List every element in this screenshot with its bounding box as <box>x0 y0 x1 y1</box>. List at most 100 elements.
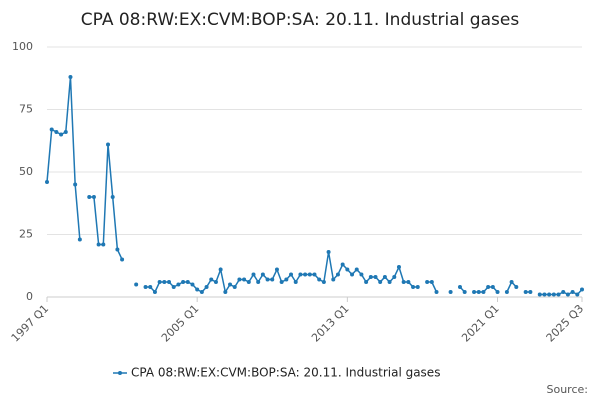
data-point <box>312 272 317 277</box>
data-point <box>556 292 561 297</box>
data-point <box>213 280 218 284</box>
data-point <box>218 267 223 272</box>
data-point <box>382 275 387 279</box>
data-point <box>504 290 509 294</box>
data-point <box>209 277 214 282</box>
data-point <box>190 282 195 287</box>
data-point <box>143 285 148 289</box>
data-point <box>232 285 237 289</box>
data-point <box>284 277 289 282</box>
data-point <box>476 290 481 294</box>
source: Source: <box>547 383 589 396</box>
data-point <box>378 280 383 284</box>
data-point <box>120 257 125 262</box>
data-point <box>199 290 204 294</box>
data-point <box>176 282 181 287</box>
data-point <box>547 292 552 297</box>
x-tick-label: 2025 Q3 <box>544 302 587 345</box>
data-point <box>242 277 247 282</box>
data-point <box>73 182 78 187</box>
data-point <box>354 267 359 272</box>
data-point <box>373 275 378 279</box>
data-point <box>425 280 430 284</box>
y-tick-label: 50 <box>19 165 33 178</box>
data-point <box>411 285 416 289</box>
data-point <box>307 272 312 277</box>
data-point <box>326 250 331 254</box>
data-point <box>514 285 519 289</box>
data-point <box>551 292 556 297</box>
data-point <box>251 272 256 277</box>
data-point <box>59 132 64 137</box>
data-point <box>223 290 228 294</box>
data-point <box>570 290 575 294</box>
data-point <box>481 290 486 294</box>
data-point <box>303 272 308 277</box>
data-point <box>270 277 275 282</box>
data-point <box>364 280 369 284</box>
data-point <box>396 265 401 269</box>
legend-marker <box>118 371 122 375</box>
data-point <box>274 267 279 272</box>
x-tick-label: 2013 Q1 <box>309 302 352 345</box>
y-tick-label: 25 <box>19 228 33 241</box>
chart-title: CPA 08:RW:EX:CVM:BOP:SA: 20.11. Industri… <box>81 10 520 30</box>
data-point <box>523 290 528 294</box>
data-point <box>490 285 495 289</box>
data-point <box>185 280 190 284</box>
data-point <box>509 280 514 284</box>
data-point <box>68 75 73 79</box>
data-point <box>77 237 82 242</box>
data-point <box>575 292 580 297</box>
data-point <box>542 292 547 297</box>
data-point <box>246 280 251 284</box>
y-tick-label: 75 <box>19 103 33 116</box>
data-point <box>537 292 542 297</box>
data-point <box>106 142 111 147</box>
x-tick-label: 2021 Q1 <box>459 302 502 345</box>
data-point <box>171 285 176 289</box>
data-point <box>279 280 284 284</box>
data-point <box>368 275 373 279</box>
data-point <box>406 280 411 284</box>
data-point <box>101 242 106 247</box>
data-point <box>472 290 477 294</box>
data-point <box>528 290 533 294</box>
data-point <box>91 195 96 199</box>
data-point <box>317 277 322 282</box>
legend-label: CPA 08:RW:EX:CVM:BOP:SA: 20.11. Industri… <box>131 366 440 380</box>
data-point <box>331 277 336 282</box>
data-point <box>387 280 392 284</box>
data-point <box>256 280 261 284</box>
x-tick-label: 2005 Q1 <box>159 302 202 345</box>
data-point <box>96 242 101 247</box>
data-point <box>293 280 298 284</box>
data-point <box>580 287 584 292</box>
data-point <box>152 290 157 294</box>
data-point <box>359 272 364 277</box>
y-tick-label: 100 <box>12 40 33 53</box>
data-point <box>289 272 294 277</box>
data-point <box>298 272 303 277</box>
data-point <box>495 290 500 294</box>
data-point <box>63 130 68 134</box>
data-point <box>54 130 59 134</box>
data-point <box>565 292 570 297</box>
data-point <box>561 290 566 294</box>
data-point <box>87 195 92 199</box>
data-point <box>265 277 270 282</box>
data-point <box>167 280 172 284</box>
data-point <box>157 280 162 284</box>
data-point <box>401 280 406 284</box>
data-point <box>181 280 186 284</box>
data-point <box>204 285 209 289</box>
data-point <box>162 280 167 284</box>
data-point <box>434 290 439 294</box>
data-point <box>340 262 345 267</box>
data-point <box>462 290 467 294</box>
data-point <box>415 285 420 289</box>
data-point <box>115 247 120 252</box>
data-point <box>110 195 115 199</box>
data-point <box>148 285 153 289</box>
